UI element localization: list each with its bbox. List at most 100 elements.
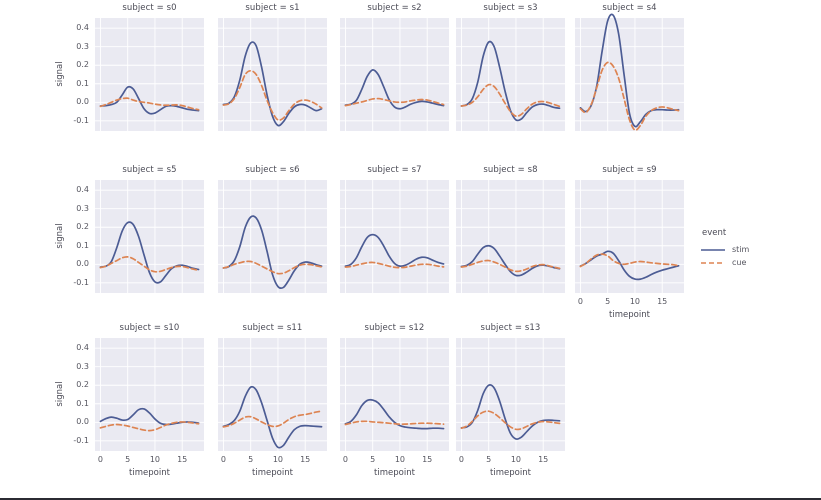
legend-swatch-cue: [701, 261, 725, 264]
gridlines: [456, 180, 565, 293]
ytick-label: 0.0: [76, 259, 89, 269]
facet-panel-s7: subject = s7: [340, 165, 449, 293]
facet-title-s5: subject = s5: [122, 165, 177, 175]
line-cue: [579, 253, 680, 268]
y-axis-label: signal: [55, 60, 65, 87]
bottom-border: [0, 498, 821, 500]
facet-title-s11: subject = s11: [242, 323, 303, 333]
legend-entry-cue[interactable]: cue: [700, 256, 810, 269]
gridlines: [456, 18, 565, 131]
plot-svg-s12: [340, 338, 449, 451]
ytick-label: 0.3: [76, 203, 89, 213]
line-cue: [344, 97, 445, 107]
ytick-label: 0.4: [76, 185, 89, 195]
plot-area-s2[interactable]: [340, 18, 449, 131]
plot-svg-s4: [575, 13, 684, 131]
legend: event stim cue: [700, 228, 810, 269]
gridlines: [95, 338, 204, 451]
xtick-label: 5: [370, 455, 376, 464]
xtick-label: 0: [220, 455, 226, 464]
line-cue: [579, 61, 680, 131]
facet-title-s9: subject = s9: [602, 165, 657, 175]
plot-area-s1[interactable]: [218, 18, 327, 131]
gridlines: [340, 18, 449, 131]
xtick-label: 15: [177, 455, 188, 464]
facet-title-s1: subject = s1: [245, 3, 300, 13]
ytick-label: 0.2: [76, 222, 89, 232]
plot-svg-s11: [218, 338, 327, 451]
facet-title-s4: subject = s4: [602, 3, 657, 13]
line-cue: [222, 410, 323, 428]
plot-svg-s13: [456, 338, 565, 451]
ytick-label: 0.2: [76, 380, 89, 390]
plot-area-s4[interactable]: [575, 13, 684, 131]
line-stim: [222, 41, 323, 127]
plot-area-s7[interactable]: [340, 180, 449, 293]
ytick-label: 0.3: [76, 361, 89, 371]
plot-area-s13[interactable]: [456, 338, 565, 451]
plot-area-s8[interactable]: [456, 180, 565, 293]
line-cue: [460, 410, 561, 431]
y-axis-label: signal: [55, 380, 65, 407]
legend-title: event: [702, 228, 727, 238]
facet-title-s13: subject = s13: [480, 323, 541, 333]
facet-title-s3: subject = s3: [483, 3, 538, 13]
facet-panel-s4: subject = s4: [575, 3, 684, 131]
facet-panel-s8: subject = s8: [456, 165, 565, 293]
plot-svg-s7: [340, 180, 449, 293]
facet-panel-s0: subject = s0: [95, 3, 204, 131]
facet-title-s10: subject = s10: [119, 323, 180, 333]
x-axis-label: timepoint: [490, 468, 531, 478]
xtick-label: 10: [510, 455, 522, 464]
legend-entry-stim[interactable]: stim: [700, 243, 810, 256]
line-cue: [460, 83, 561, 118]
plot-svg-s5: [95, 180, 204, 293]
line-cue: [222, 260, 323, 275]
plot-svg-s10: [95, 338, 204, 451]
line-stim: [460, 384, 561, 440]
gridlines: [218, 338, 327, 451]
line-stim: [460, 40, 561, 122]
plot-area-s12[interactable]: [340, 338, 449, 451]
facet-panel-s13: subject = s13: [456, 323, 565, 451]
line-cue: [460, 259, 561, 273]
facet-panel-s10: subject = s10: [95, 323, 204, 451]
facet-panel-s1: subject = s1: [218, 3, 327, 131]
ytick-label: -0.1: [73, 435, 89, 445]
xtick-label: 10: [272, 455, 284, 464]
plot-svg-s9: [575, 180, 684, 293]
plot-svg-s3: [456, 18, 565, 131]
ytick-label: 0.1: [76, 398, 89, 408]
plot-area-s11[interactable]: [218, 338, 327, 451]
plot-area-s5[interactable]: [95, 180, 204, 293]
plot-area-s3[interactable]: [456, 18, 565, 131]
plot-area-s6[interactable]: [218, 180, 327, 293]
xtick-label: 0: [342, 455, 348, 464]
legend-label-stim: stim: [732, 245, 750, 254]
line-cue: [344, 261, 445, 269]
facet-panel-s9: subject = s9: [575, 165, 684, 293]
facet-title-s12: subject = s12: [364, 323, 425, 333]
line-cue: [344, 420, 445, 426]
line-stim: [99, 221, 200, 284]
x-axis-label: timepoint: [252, 468, 293, 478]
line-cue: [99, 255, 200, 273]
xtick-label: 0: [97, 455, 103, 464]
line-stim: [344, 398, 445, 430]
xtick-label: 10: [629, 297, 641, 306]
xtick-label: 5: [125, 455, 131, 464]
plot-area-s9[interactable]: [575, 180, 684, 293]
line-stim: [222, 385, 323, 449]
xtick-label: 0: [458, 455, 464, 464]
x-axis-label: timepoint: [374, 468, 415, 478]
line-cue: [99, 97, 200, 111]
plot-area-s0[interactable]: [95, 18, 204, 131]
line-cue: [222, 69, 323, 122]
facet-panel-s3: subject = s3: [456, 3, 565, 131]
gridlines: [456, 338, 565, 451]
plot-area-s10[interactable]: [95, 338, 204, 451]
legend-label-cue: cue: [732, 258, 747, 267]
plot-svg-s0: [95, 18, 204, 131]
plot-svg-s6: [218, 180, 327, 293]
xtick-label: 0: [577, 297, 583, 306]
